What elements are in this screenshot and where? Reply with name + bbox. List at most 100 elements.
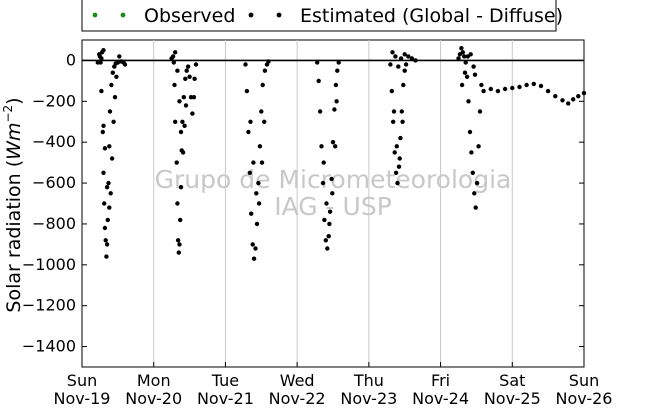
data-point — [553, 94, 558, 99]
data-point — [402, 68, 407, 73]
data-point — [104, 254, 109, 259]
data-point — [456, 56, 461, 61]
data-point — [101, 170, 106, 175]
y-axis-label: Solar radiation (Wm−2) — [1, 97, 25, 312]
data-point — [122, 62, 128, 67]
x-tick-day: Mon — [137, 371, 171, 390]
data-point — [175, 238, 181, 243]
data-point — [320, 180, 326, 186]
legend-observed-marker-2 — [120, 12, 126, 18]
data-point — [468, 52, 473, 57]
data-point — [333, 82, 339, 88]
data-point — [462, 70, 468, 75]
data-point — [183, 103, 189, 108]
data-point — [335, 68, 340, 73]
data-point — [173, 50, 178, 55]
x-tick-day: Sun — [569, 371, 599, 390]
x-tick-date: Nov-21 — [197, 389, 254, 408]
data-point — [115, 60, 121, 65]
data-point — [193, 62, 199, 67]
data-point — [581, 90, 587, 96]
data-point — [104, 242, 110, 247]
data-point — [248, 119, 253, 125]
data-point — [477, 109, 483, 114]
data-point — [251, 160, 256, 165]
data-point — [327, 209, 333, 214]
data-point — [102, 201, 107, 206]
data-point — [170, 54, 176, 59]
data-point — [326, 234, 331, 239]
data-point — [95, 60, 101, 65]
legend-estimated-label: Estimated (Global - Diffuse) — [300, 5, 563, 27]
data-point — [178, 185, 184, 190]
data-point — [325, 246, 330, 251]
x-tick-date: Nov-26 — [556, 389, 613, 408]
data-point — [262, 68, 268, 73]
data-point — [102, 146, 108, 151]
legend-observed-marker-1 — [92, 12, 98, 18]
data-point — [173, 119, 178, 125]
legend-estimated-marker-1 — [248, 12, 254, 18]
data-point — [111, 119, 116, 125]
data-point — [243, 62, 248, 67]
data-point — [110, 70, 116, 75]
data-point — [479, 82, 484, 88]
data-point — [174, 160, 179, 165]
data-point — [254, 221, 260, 227]
data-point — [388, 62, 393, 67]
data-point — [256, 201, 262, 206]
data-point — [409, 56, 415, 61]
data-point — [474, 180, 480, 186]
data-point — [246, 129, 251, 135]
data-point — [510, 85, 515, 91]
data-point — [330, 191, 335, 196]
data-point — [488, 86, 493, 92]
data-point — [466, 99, 471, 104]
data-point — [99, 56, 104, 61]
plot-area — [81, 39, 585, 368]
data-point — [101, 48, 106, 53]
data-point — [395, 180, 400, 186]
data-point — [481, 88, 486, 94]
data-point — [257, 144, 263, 149]
data-point — [560, 98, 565, 103]
data-point — [185, 64, 191, 69]
data-point — [109, 82, 114, 88]
data-point — [105, 217, 111, 223]
data-point — [177, 242, 182, 247]
data-point — [566, 101, 571, 106]
data-point — [176, 250, 181, 255]
data-point — [112, 95, 118, 100]
data-point — [464, 74, 470, 80]
data-point — [398, 56, 404, 61]
data-point — [254, 191, 259, 196]
data-point — [251, 256, 257, 261]
data-point — [406, 54, 411, 59]
data-point — [323, 238, 328, 243]
data-point — [538, 83, 544, 89]
data-point — [315, 60, 320, 65]
data-point — [104, 185, 110, 190]
data-point — [393, 170, 399, 175]
data-point — [321, 160, 326, 165]
data-point — [324, 201, 329, 206]
data-point — [476, 144, 481, 149]
data-point — [391, 109, 397, 114]
x-tick-date: Nov-20 — [125, 389, 182, 408]
data-point — [253, 246, 258, 251]
data-point — [184, 68, 189, 73]
data-point — [576, 94, 581, 99]
data-point — [244, 88, 250, 94]
data-point — [262, 119, 267, 125]
data-point — [178, 129, 184, 135]
data-point — [259, 109, 264, 114]
data-point — [172, 82, 177, 88]
data-point — [192, 76, 197, 82]
data-point — [459, 82, 465, 88]
data-point — [462, 54, 467, 59]
x-tick-date: Nov-24 — [412, 389, 469, 408]
watermark: Grupo de Micrometeorologia IAG - USP — [155, 165, 512, 221]
data-point — [317, 109, 323, 114]
data-point — [531, 81, 536, 87]
